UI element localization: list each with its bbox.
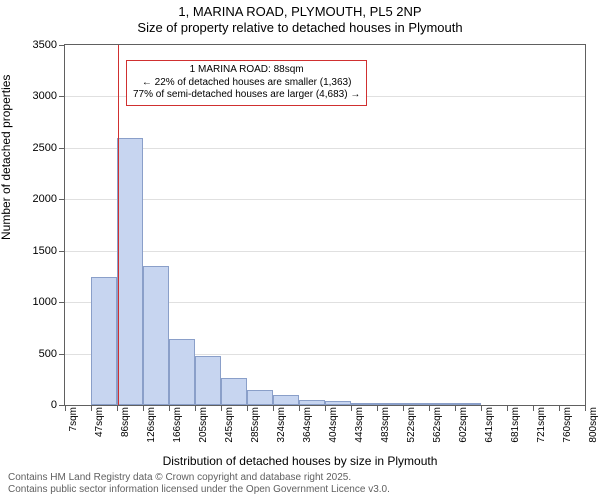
y-tick: [59, 148, 65, 149]
y-tick: [59, 302, 65, 303]
y-tick: [59, 45, 65, 46]
x-tick-label: 324sqm: [276, 407, 287, 443]
y-tick-label: 0: [17, 399, 57, 411]
y-tick: [59, 96, 65, 97]
x-tick-label: 126sqm: [146, 407, 157, 443]
chart-title-line1: 1, MARINA ROAD, PLYMOUTH, PL5 2NP: [0, 4, 600, 19]
x-tick: [221, 405, 222, 411]
y-tick-label: 2500: [17, 142, 57, 154]
x-tick: [91, 405, 92, 411]
histogram-bar: [299, 400, 325, 405]
y-tick-label: 1500: [17, 245, 57, 257]
x-tick: [533, 405, 534, 411]
y-tick-label: 2000: [17, 193, 57, 205]
x-tick: [65, 405, 66, 411]
x-tick-label: 800sqm: [588, 407, 599, 443]
y-tick-label: 1000: [17, 296, 57, 308]
x-tick-label: 86sqm: [120, 407, 131, 437]
chart-plot-area: 05001000150020002500300035001 MARINA ROA…: [64, 44, 586, 406]
x-tick-label: 364sqm: [302, 407, 313, 443]
x-tick-label: 443sqm: [354, 407, 365, 443]
x-axis-label: Distribution of detached houses by size …: [0, 454, 600, 468]
histogram-bar: [351, 403, 377, 405]
y-tick: [59, 354, 65, 355]
annotation-box: 1 MARINA ROAD: 88sqm← 22% of detached ho…: [126, 60, 367, 106]
x-tick-label: 285sqm: [250, 407, 261, 443]
x-tick: [559, 405, 560, 411]
x-tick-label: 522sqm: [406, 407, 417, 443]
y-tick-label: 3500: [17, 39, 57, 51]
annotation-line2: ← 22% of detached houses are smaller (1,…: [133, 77, 360, 90]
histogram-bar: [143, 266, 169, 405]
histogram-bar: [455, 403, 481, 405]
x-tick: [481, 405, 482, 411]
x-tick: [273, 405, 274, 411]
annotation-line1: 1 MARINA ROAD: 88sqm: [133, 64, 360, 77]
x-tick: [247, 405, 248, 411]
x-tick-label: 681sqm: [510, 407, 521, 443]
x-tick-label: 205sqm: [198, 407, 209, 443]
x-tick-label: 721sqm: [536, 407, 547, 443]
x-tick-label: 760sqm: [562, 407, 573, 443]
x-tick-label: 602sqm: [458, 407, 469, 443]
x-tick: [195, 405, 196, 411]
y-tick-label: 3000: [17, 90, 57, 102]
x-tick: [507, 405, 508, 411]
histogram-bar: [273, 395, 299, 405]
x-tick: [325, 405, 326, 411]
x-tick-label: 166sqm: [172, 407, 183, 443]
x-tick: [585, 405, 586, 411]
x-tick-label: 245sqm: [224, 407, 235, 443]
x-tick-label: 404sqm: [328, 407, 339, 443]
x-tick: [377, 405, 378, 411]
annotation-line3: 77% of semi-detached houses are larger (…: [133, 89, 360, 102]
marker-line: [118, 45, 119, 405]
y-tick-label: 500: [17, 348, 57, 360]
chart-footer: Contains HM Land Registry data © Crown c…: [8, 472, 390, 496]
y-tick: [59, 251, 65, 252]
histogram-bar: [429, 403, 455, 405]
x-tick-label: 562sqm: [432, 407, 443, 443]
x-tick-label: 7sqm: [68, 407, 79, 431]
histogram-bar: [325, 401, 351, 405]
x-tick: [455, 405, 456, 411]
x-tick: [143, 405, 144, 411]
footer-line1: Contains HM Land Registry data © Crown c…: [8, 472, 390, 484]
histogram-bar: [403, 403, 429, 405]
chart-title-line2: Size of property relative to detached ho…: [0, 20, 600, 35]
x-tick: [429, 405, 430, 411]
x-tick-label: 47sqm: [94, 407, 105, 437]
histogram-bar: [169, 339, 195, 405]
histogram-bar: [195, 356, 221, 405]
x-tick: [351, 405, 352, 411]
histogram-bar: [117, 138, 143, 405]
footer-line2: Contains public sector information licen…: [8, 484, 390, 496]
histogram-bar: [247, 390, 273, 405]
histogram-bar: [221, 378, 247, 405]
x-tick-label: 483sqm: [380, 407, 391, 443]
histogram-bar: [91, 277, 117, 405]
x-tick: [299, 405, 300, 411]
y-axis-label: Number of detached properties: [0, 75, 13, 240]
x-tick: [403, 405, 404, 411]
histogram-bar: [377, 403, 403, 405]
x-tick-label: 641sqm: [484, 407, 495, 443]
x-tick: [117, 405, 118, 411]
x-tick: [169, 405, 170, 411]
y-tick: [59, 199, 65, 200]
